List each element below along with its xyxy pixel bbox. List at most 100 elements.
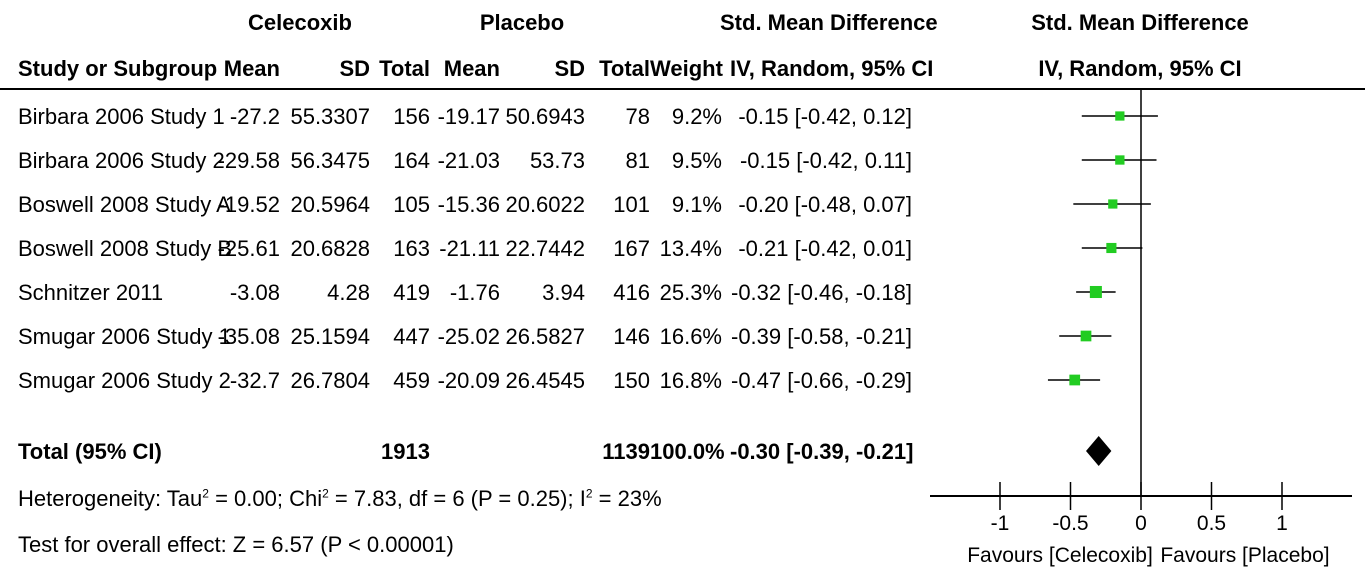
cell-n1: 156 (393, 104, 430, 129)
total-label: Total (95% CI) (18, 439, 162, 464)
cell-name: Boswell 2008 Study A (18, 192, 231, 217)
cell-n2: 150 (613, 368, 650, 393)
cell-ci: -0.39 [-0.58, -0.21] (731, 324, 912, 349)
smd-header-bottom: IV, Random, 95% CI (730, 56, 934, 81)
cell-m1: -32.7 (229, 368, 280, 393)
cell-weight: 13.4% (659, 236, 722, 261)
cell-ci: -0.47 [-0.66, -0.29] (731, 368, 912, 393)
cell-sd1: 25.1594 (290, 324, 370, 349)
cell-weight: 16.6% (659, 324, 722, 349)
cell-m2: -21.03 (437, 148, 500, 173)
cell-weight: 9.2% (671, 104, 722, 129)
cell-n1: 164 (393, 148, 430, 173)
cell-n1: 105 (393, 192, 430, 217)
cell-ci: -0.32 [-0.46, -0.18] (731, 280, 912, 305)
cell-n1: 447 (393, 324, 430, 349)
pooled-diamond (1086, 436, 1112, 466)
mean1-header: Mean (223, 56, 280, 81)
sd2-header: SD (554, 56, 585, 81)
cell-m1: -3.08 (229, 280, 280, 305)
effect-marker (1069, 374, 1081, 386)
cell-m1: -29.58 (217, 148, 280, 173)
effect-marker (1106, 242, 1117, 254)
cell-ci: -0.15 [-0.42, 0.11] (739, 148, 912, 173)
cell-m1: -25.61 (217, 236, 280, 261)
x-tick-label: 0.5 (1197, 512, 1226, 535)
cell-n2: 416 (613, 280, 650, 305)
total-n2: 1139 (602, 439, 650, 464)
x-tick-label: 0 (1135, 512, 1147, 535)
cell-n2: 78 (625, 104, 650, 129)
plot-header-bottom: IV, Random, 95% CI (1038, 56, 1242, 81)
cell-m2: -15.36 (437, 192, 500, 217)
cell-sd2: 20.6022 (505, 192, 585, 217)
cell-name: Smugar 2006 Study 2 (18, 368, 231, 393)
x-tick-label: -1 (991, 512, 1010, 535)
cell-sd2: 3.94 (542, 280, 585, 305)
effect-marker (1115, 155, 1125, 165)
cell-m2: -1.76 (449, 280, 500, 305)
cell-m2: -21.11 (439, 236, 500, 261)
mean2-header: Mean (443, 56, 500, 81)
total-weight: 100.0% (650, 439, 725, 464)
cell-name: Smugar 2006 Study 1 (18, 324, 231, 349)
effect-marker (1089, 285, 1102, 299)
cell-name: Birbara 2006 Study 2 (18, 148, 225, 173)
cell-sd2: 26.4545 (505, 368, 585, 393)
cell-ci: -0.20 [-0.48, 0.07] (738, 192, 912, 217)
cell-name: Schnitzer 2011 (18, 280, 164, 305)
cell-ci: -0.21 [-0.42, 0.01] (738, 236, 912, 261)
cell-n1: 419 (393, 280, 430, 305)
cell-sd2: 50.6943 (505, 104, 585, 129)
cell-n2: 146 (613, 324, 650, 349)
cell-name: Birbara 2006 Study 1 (18, 104, 225, 129)
cell-weight: 9.5% (671, 148, 722, 173)
cell-m2: -20.09 (437, 368, 500, 393)
cell-ci: -0.15 [-0.42, 0.12] (738, 104, 912, 129)
heterogeneity-note: Heterogeneity: Tau2 = 0.00; Chi2 = 7.83,… (18, 486, 662, 511)
total1-header: Total (379, 56, 430, 81)
weight-header: Weight (650, 56, 723, 81)
plot-header-top: Std. Mean Difference (1031, 10, 1249, 35)
cell-n2: 101 (613, 192, 650, 217)
sd1-header: SD (339, 56, 370, 81)
cell-sd2: 26.5827 (505, 324, 585, 349)
cell-weight: 25.3% (659, 280, 722, 305)
cell-name: Boswell 2008 Study B (18, 236, 233, 261)
cell-m2: -19.17 (437, 104, 500, 129)
favours-right-label: Favours [Placebo] (1160, 544, 1330, 567)
favours-left-label: Favours [Celecoxib] (967, 544, 1153, 567)
effect-marker (1080, 330, 1092, 342)
cell-sd1: 55.3307 (290, 104, 370, 129)
cell-sd2: 53.73 (529, 148, 585, 173)
smd-header-top: Std. Mean Difference (720, 10, 938, 35)
group2-header: Placebo (479, 10, 565, 35)
cell-sd1: 4.28 (327, 280, 370, 305)
effect-marker (1108, 199, 1118, 209)
cell-sd1: 56.3475 (290, 148, 370, 173)
header-divider (0, 88, 1365, 90)
cell-n2: 167 (613, 236, 650, 261)
cell-sd1: 26.7804 (290, 368, 370, 393)
cell-sd2: 22.7442 (505, 236, 585, 261)
effect-marker (1115, 111, 1125, 121)
cell-m1: -27.2 (229, 104, 280, 129)
group1-header: Celecoxib (248, 10, 352, 35)
cell-sd1: 20.6828 (290, 236, 370, 261)
total-n1: 1913 (381, 439, 430, 464)
cell-n1: 459 (393, 368, 430, 393)
cell-m1: -19.52 (217, 192, 280, 217)
cell-m1: -35.08 (217, 324, 280, 349)
total-ci: -0.30 [-0.39, -0.21] (730, 439, 914, 464)
total2-header: Total (599, 56, 650, 81)
cell-sd1: 20.5964 (290, 192, 370, 217)
cell-n2: 81 (625, 148, 650, 173)
cell-weight: 9.1% (671, 192, 722, 217)
cell-n1: 163 (393, 236, 430, 261)
cell-weight: 16.8% (659, 368, 722, 393)
overall-effect-note: Test for overall effect: Z = 6.57 (P < 0… (18, 532, 454, 557)
x-tick-label: -0.5 (1052, 512, 1088, 535)
study-header: Study or Subgroup (18, 56, 218, 81)
x-tick-label: 1 (1276, 512, 1288, 535)
